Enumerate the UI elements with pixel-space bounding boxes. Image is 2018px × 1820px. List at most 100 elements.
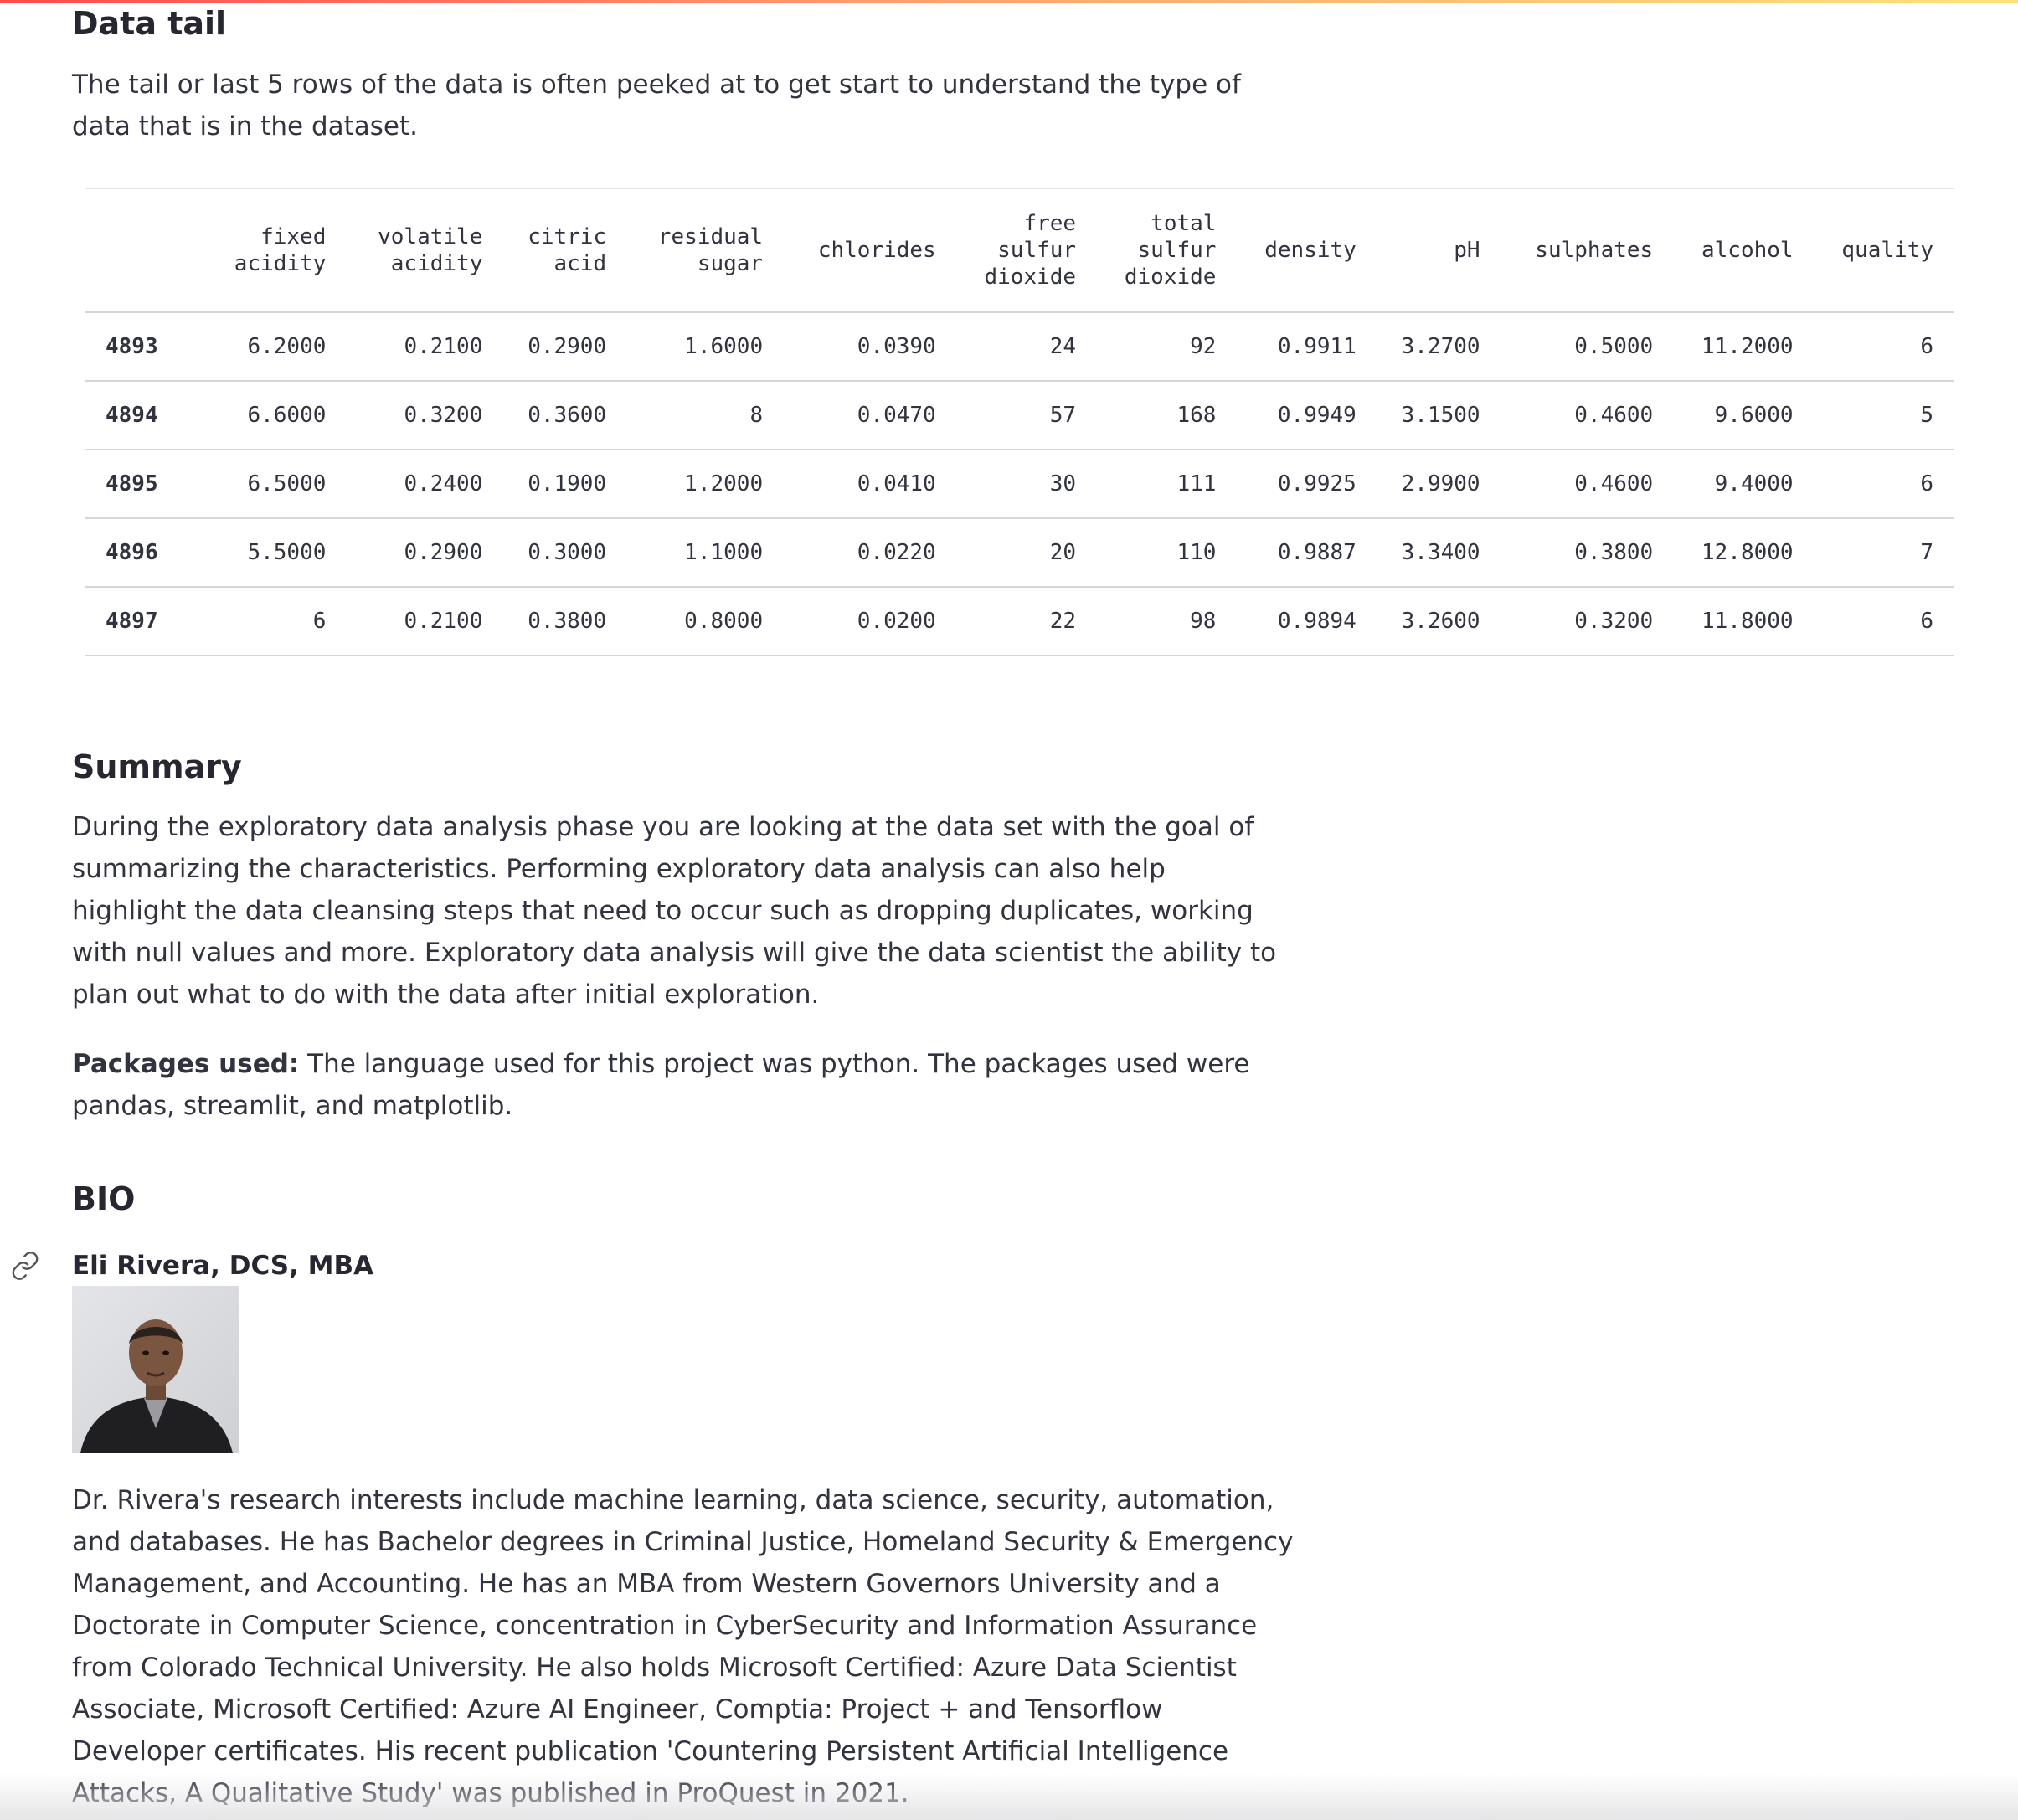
table-cell[interactable]: 9.6000 [1673,381,1814,450]
table-cell[interactable]: 1.1000 [626,518,784,588]
column-header-word: acidity [234,251,327,276]
table-cell[interactable]: 6 [1813,587,1954,656]
table-row: 4895 6.5000 0.2400 0.1900 1.2000 0.0410 30 111 0… [85,450,1954,519]
table-cell[interactable]: 0.9894 [1236,587,1377,656]
table-cell[interactable]: 57 [955,381,1097,450]
table-cell[interactable]: 2.9900 [1376,450,1501,519]
column-header-word: dioxide [1124,265,1217,290]
column-header-word: alcohol [1701,238,1794,263]
table-cell[interactable]: 0.3800 [1500,518,1674,588]
column-header-word: sugar [697,251,764,276]
data-tail-description: The tail or last 5 rows of the data is o… [72,69,1241,141]
table-cell[interactable]: 6 [206,587,347,656]
table-cell[interactable]: 0.0390 [783,312,956,382]
packages-paragraph: Packages used: The language used for thi… [72,1043,1278,1127]
table-column-header[interactable]: citric acid [502,188,627,313]
table-cell[interactable]: 6 [1813,450,1954,519]
table-cell[interactable]: 0.2100 [346,312,503,382]
column-header-word: total [1151,211,1217,236]
profile-photo [72,1286,239,1453]
table-cell[interactable]: 6.5000 [206,450,347,519]
table-cell[interactable]: 0.2900 [346,518,503,588]
table-cell[interactable]: 6.6000 [206,381,347,450]
table-cell[interactable]: 0.4600 [1500,450,1674,519]
table-cell[interactable]: 22 [955,587,1097,656]
data-tail-table-container[interactable]: fixed acidity volatile acidity citric acid res… [85,188,1954,656]
table-cell[interactable]: 92 [1096,312,1237,382]
table-cell[interactable]: 110 [1096,518,1237,588]
table-cell[interactable]: 3.3400 [1376,518,1501,588]
packages-text: The language used for this project was p… [72,1049,1250,1121]
table-cell[interactable]: 98 [1096,587,1237,656]
table-cell[interactable]: 0.0220 [783,518,956,588]
table-cell[interactable]: 111 [1096,450,1237,519]
table-cell[interactable]: 9.4000 [1673,450,1814,519]
column-header-word: acidity [390,251,483,276]
row-index-cell[interactable]: 4897 [85,587,206,656]
table-cell[interactable]: 11.8000 [1673,587,1814,656]
table-column-header[interactable]: density [1236,188,1377,313]
table-cell[interactable]: 12.8000 [1673,518,1814,588]
table-cell[interactable]: 24 [955,312,1097,382]
table-cell[interactable]: 8 [626,381,784,450]
table-cell[interactable]: 0.3800 [502,587,627,656]
table-cell[interactable]: 3.2600 [1376,587,1501,656]
table-column-header[interactable]: chlorides [783,188,956,313]
table-cell[interactable]: 3.2700 [1376,312,1501,382]
table-cell[interactable]: 0.2400 [346,450,503,519]
table-cell[interactable]: 168 [1096,381,1237,450]
table-column-header[interactable]: free sulfur dioxide [955,188,1097,313]
table-column-header[interactable]: sulphates [1500,188,1674,313]
table-cell[interactable]: 0.2900 [502,312,627,382]
table-cell[interactable]: 1.2000 [626,450,784,519]
table-column-header[interactable]: pH [1376,188,1501,313]
table-column-header[interactable]: fixed acidity [206,188,347,313]
column-header-word: acid [553,251,607,276]
table-cell[interactable]: 0.2100 [346,587,503,656]
table-column-header[interactable]: volatile acidity [346,188,503,313]
column-header-word: citric [528,224,607,249]
link-icon[interactable] [10,1251,40,1281]
table-cell[interactable]: 0.1900 [502,450,627,519]
summary-text: During the exploratory data analysis pha… [72,812,1277,1010]
table-cell[interactable]: 0.0410 [783,450,956,519]
column-header-word: fixed [260,224,327,249]
table-index-header [85,188,206,313]
table-cell[interactable]: 0.8000 [626,587,784,656]
table-cell[interactable]: 0.0200 [783,587,956,656]
row-index-cell[interactable]: 4895 [85,450,206,519]
top-decoration-bar [0,0,2018,3]
table-cell[interactable]: 6.2000 [206,312,347,382]
table-cell[interactable]: 0.9925 [1236,450,1377,519]
table-cell[interactable]: 0.3200 [1500,587,1674,656]
table-cell[interactable]: 20 [955,518,1097,588]
table-column-header[interactable]: total sulfur dioxide [1096,188,1237,313]
table-cell[interactable]: 30 [955,450,1097,519]
table-column-header[interactable]: alcohol [1673,188,1814,313]
table-cell[interactable]: 1.6000 [626,312,784,382]
table-column-header[interactable]: residual sugar [626,188,784,313]
packages-label: Packages used: [72,1049,300,1079]
table-cell[interactable]: 0.3600 [502,381,627,450]
table-cell[interactable]: 3.1500 [1376,381,1501,450]
table-cell[interactable]: 0.3200 [346,381,503,450]
table-cell[interactable]: 6 [1813,312,1954,382]
table-column-header[interactable]: quality [1813,188,1954,313]
table-header-row: fixed acidity volatile acidity citric acid res… [85,188,1954,313]
bio-name: Eli Rivera, DCS, MBA [72,1251,374,1281]
table-cell[interactable]: 0.9949 [1236,381,1377,450]
row-index-cell[interactable]: 4894 [85,381,206,450]
table-cell[interactable]: 5.5000 [206,518,347,588]
table-cell[interactable]: 0.9887 [1236,518,1377,588]
row-index-cell[interactable]: 4893 [85,312,206,382]
table-cell[interactable]: 0.4600 [1500,381,1674,450]
column-header-word: sulfur [1137,238,1217,263]
table-cell[interactable]: 5 [1813,381,1954,450]
row-index-cell[interactable]: 4896 [85,518,206,588]
table-cell[interactable]: 0.3000 [502,518,627,588]
table-cell[interactable]: 0.9911 [1236,312,1377,382]
table-cell[interactable]: 7 [1813,518,1954,588]
table-cell[interactable]: 0.0470 [783,381,956,450]
table-cell[interactable]: 0.5000 [1500,312,1674,382]
table-cell[interactable]: 11.2000 [1673,312,1814,382]
